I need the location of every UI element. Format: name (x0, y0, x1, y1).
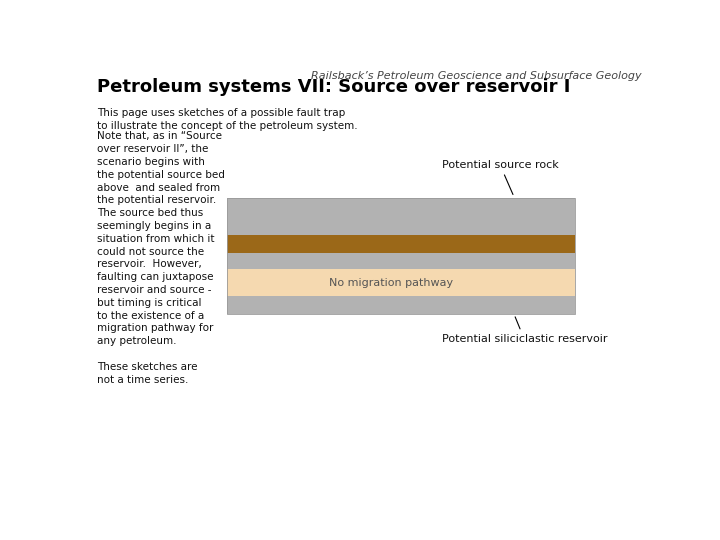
Text: Note that, as in “Source
over reservoir II”, the
scenario begins with
the potent: Note that, as in “Source over reservoir … (97, 131, 225, 346)
Text: Petroleum systems VII: Source over reservoir I: Petroleum systems VII: Source over reser… (97, 78, 571, 96)
Bar (227, 198, 575, 235)
Text: These sketches are
not a time series.: These sketches are not a time series. (97, 362, 198, 385)
Bar (227, 198, 575, 314)
Text: Railsback’s Petroleum Geoscience and Subsurface Geology: Railsback’s Petroleum Geoscience and Sub… (310, 71, 642, 81)
Bar (227, 268, 575, 295)
Bar (227, 253, 575, 268)
Text: This page uses sketches of a possible fault trap
to illustrate the concept of th: This page uses sketches of a possible fa… (97, 109, 358, 131)
Text: Potential source rock: Potential source rock (441, 160, 558, 194)
Bar (227, 235, 575, 253)
Bar (227, 295, 575, 314)
Text: No migration pathway: No migration pathway (329, 278, 454, 288)
Text: Potential siliciclastic reservoir: Potential siliciclastic reservoir (441, 317, 607, 344)
